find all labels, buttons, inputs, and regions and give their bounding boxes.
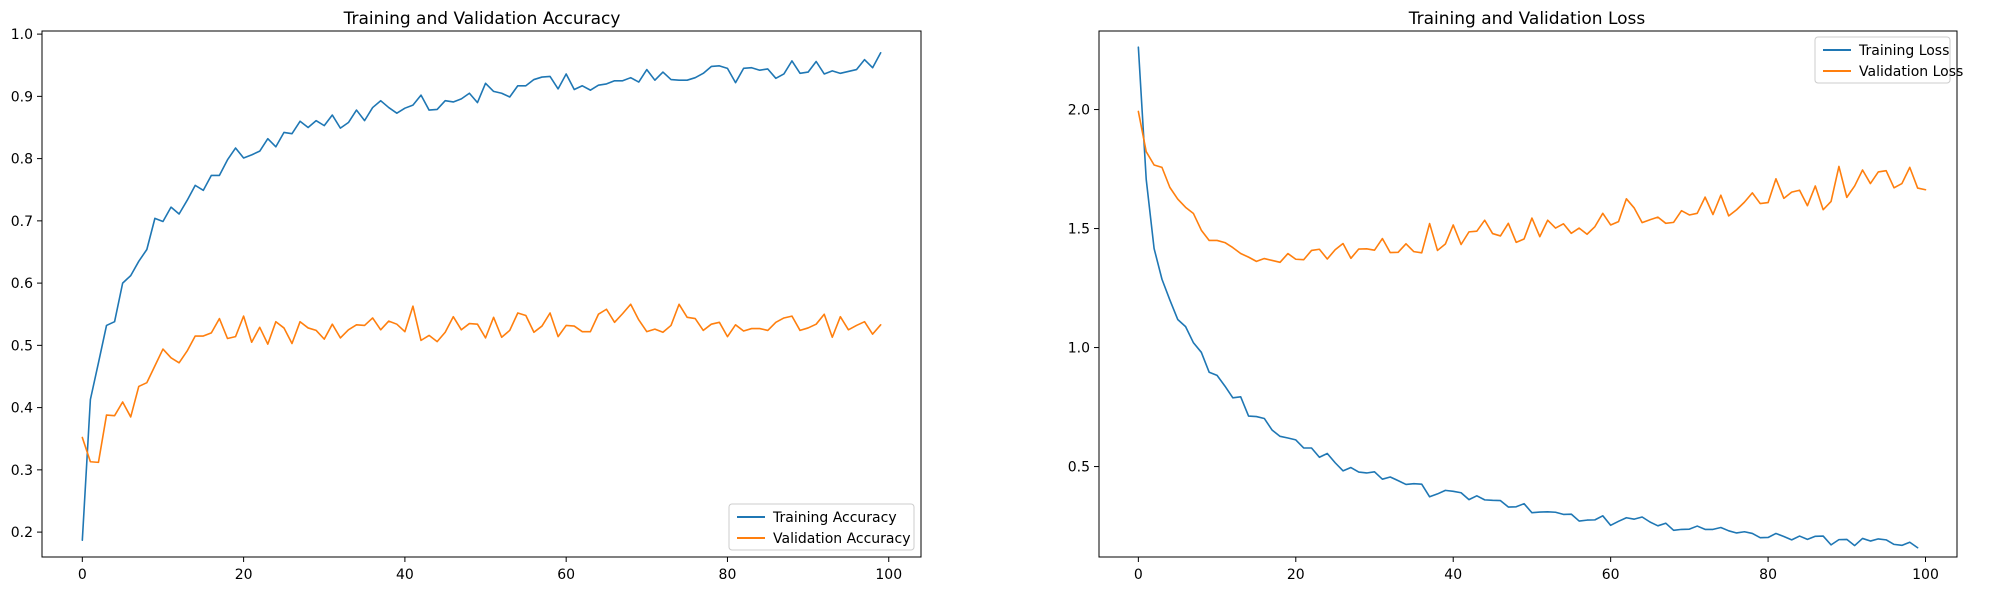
accuracy-axes-frame [41, 30, 922, 558]
series-line-training-loss [1137, 46, 1919, 549]
accuracy-chart-title: Training and Validation Accuracy [343, 9, 621, 29]
accuracy-y-tick-label: 0.3 [11, 463, 33, 479]
accuracy-x-tick-label: 0 [78, 567, 87, 583]
loss-axes-frame [1098, 30, 1958, 558]
accuracy-x-tick-label: 20 [235, 567, 253, 583]
accuracy-y-tick-label: 0.4 [11, 401, 33, 417]
accuracy-y-tick-label: 0.6 [11, 276, 33, 292]
accuracy-y-tick-label: 1.0 [11, 27, 33, 43]
accuracy-x-tick-label: 100 [875, 567, 902, 583]
loss-y-tick-label: 2.0 [1068, 103, 1090, 119]
accuracy-x-tick-label: 40 [396, 567, 414, 583]
legend-label-training-loss: Training Loss [1858, 43, 1949, 59]
series-line-training-accuracy [81, 51, 882, 541]
loss-legend: Training Loss Validation Loss [1814, 36, 1963, 84]
accuracy-x-tick-label: 80 [719, 567, 737, 583]
accuracy-y-tick-label: 0.9 [11, 89, 33, 105]
loss-x-tick-label: 100 [1912, 567, 1939, 583]
loss-x-tick-label: 80 [1759, 567, 1777, 583]
accuracy-legend: Training Accuracy Validation Accuracy [728, 503, 915, 551]
accuracy-y-tick-label: 0.7 [11, 214, 33, 230]
accuracy-x-tick-label: 60 [557, 567, 575, 583]
series-line-validation-loss [1137, 110, 1927, 264]
loss-x-tick-label: 40 [1444, 567, 1462, 583]
legend-label-validation-accuracy: Validation Accuracy [773, 531, 911, 547]
loss-y-tick-label: 1.5 [1068, 222, 1090, 238]
loss-x-tick-label: 60 [1602, 567, 1620, 583]
series-line-validation-accuracy [81, 303, 882, 464]
loss-x-tick-label: 0 [1134, 567, 1143, 583]
legend-label-training-accuracy: Training Accuracy [772, 510, 897, 526]
accuracy-y-tick-label: 0.2 [11, 525, 33, 541]
loss-y-tick-label: 1.0 [1068, 341, 1090, 357]
accuracy-legend-box [728, 503, 915, 551]
accuracy-y-tick-label: 0.8 [11, 152, 33, 168]
accuracy-chart: Training and Validation Accuracy 0 20 40 60… [11, 9, 922, 583]
loss-plot-area: 0 20 40 60 80 100 0.5 1.0 1.5 2.0 [1068, 46, 1939, 583]
accuracy-plot-area: 0 20 40 60 80 100 0.2 0.3 0.4 0.5 0.6 0.7 0.8 0.9 1.0 [11, 27, 902, 583]
legend-label-validation-loss: Validation Loss [1859, 64, 1963, 80]
loss-chart-title: Training and Validation Loss [1408, 9, 1646, 29]
loss-y-tick-label: 0.5 [1068, 460, 1090, 476]
accuracy-y-tick-label: 0.5 [11, 338, 33, 354]
loss-chart: Training and Validation Loss 0 20 40 60 80 10… [1068, 9, 1958, 583]
loss-x-tick-label: 20 [1287, 567, 1305, 583]
